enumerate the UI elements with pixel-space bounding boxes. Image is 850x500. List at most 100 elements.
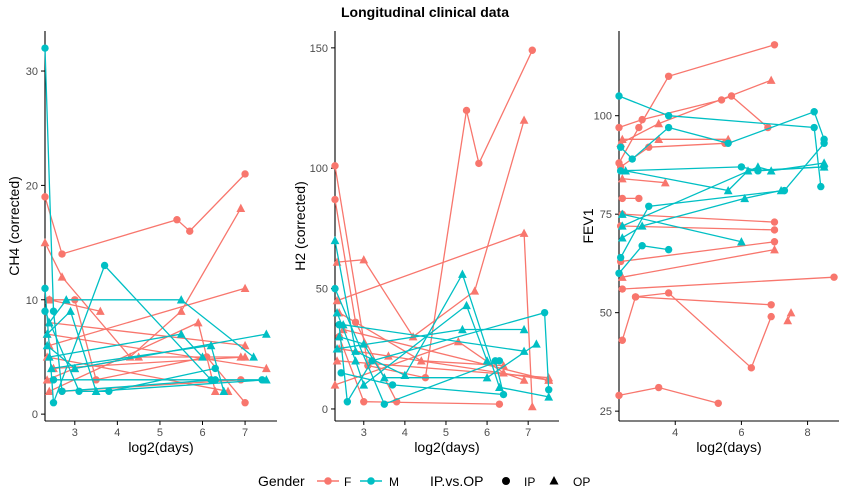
- data-point-ip: [105, 387, 113, 395]
- data-point-op: [637, 221, 647, 230]
- data-point-op: [42, 375, 52, 384]
- data-point-ip: [58, 387, 66, 395]
- data-point-op: [783, 315, 793, 325]
- data-point-ip: [635, 123, 643, 132]
- series-line-f: [622, 276, 835, 290]
- data-point-ip: [337, 369, 345, 377]
- data-point-op: [617, 272, 627, 281]
- series-line-m: [618, 95, 822, 187]
- y-axis-title: CH4 (corrected): [6, 176, 22, 276]
- data-point-op: [57, 272, 67, 281]
- x-tick-label: 3: [72, 427, 78, 439]
- data-point-ip: [664, 245, 673, 254]
- data-point-ip: [820, 139, 828, 147]
- series-line-f: [334, 340, 525, 386]
- data-point-ip: [615, 391, 623, 400]
- data-point-op: [240, 340, 250, 350]
- data-point-op: [723, 185, 733, 195]
- data-point-op: [458, 324, 467, 334]
- data-point-ip: [360, 398, 368, 406]
- legend: Gender F M IP.vs.OP IP OP: [258, 473, 590, 489]
- data-point-op: [737, 237, 746, 246]
- data-point-ip: [616, 143, 625, 151]
- legend-f-label: F: [344, 475, 351, 489]
- series-line-f: [621, 292, 772, 369]
- data-point-ip: [664, 111, 673, 120]
- data-point-ip: [615, 92, 623, 100]
- series-line-f: [618, 44, 775, 164]
- x-tick-label: 5: [443, 427, 449, 439]
- data-point-op: [617, 221, 627, 230]
- legend-m-label: M: [389, 475, 399, 489]
- y-tick-label: 100: [310, 163, 328, 175]
- data-point-op: [40, 237, 50, 247]
- legend-op-label: OP: [573, 475, 590, 489]
- data-point-ip: [628, 155, 636, 163]
- data-point-op: [330, 380, 340, 389]
- data-point-op: [193, 318, 203, 327]
- y-tick-label: 10: [26, 295, 38, 307]
- legend-f-marker: [324, 477, 332, 485]
- data-point-op: [519, 375, 529, 384]
- y-tick-label: 50: [600, 308, 612, 320]
- data-point-ip: [545, 386, 553, 394]
- series-line-m: [622, 213, 742, 243]
- data-point-ip: [75, 387, 83, 395]
- legend-ip-marker: [502, 477, 510, 485]
- data-point-op: [240, 283, 250, 293]
- data-point-op: [621, 166, 630, 175]
- x-axis-title: log2(days): [128, 439, 193, 455]
- series-line-m: [618, 245, 669, 274]
- data-point-op: [499, 368, 508, 377]
- data-point-op: [766, 166, 776, 175]
- chart-title: Longitudinal clinical data: [341, 4, 509, 20]
- data-point-ip: [343, 398, 352, 406]
- data-point-ip: [186, 227, 194, 235]
- data-point-op: [47, 363, 56, 373]
- y-tick-label: 50: [316, 284, 328, 296]
- data-point-op: [766, 75, 776, 84]
- data-point-ip: [737, 163, 746, 171]
- panel-2: 3 4 5 6 7 0 50 100 150 log2(days) H2 (corrected): [292, 31, 559, 455]
- data-point-ip: [49, 376, 58, 384]
- data-point-op: [351, 346, 360, 355]
- data-point-op: [240, 352, 250, 361]
- data-point-op: [249, 352, 258, 361]
- data-point-op: [819, 162, 829, 171]
- series-line-m: [621, 189, 782, 239]
- data-point-op: [338, 320, 348, 329]
- x-tick-label: 4: [672, 427, 678, 439]
- data-point-op: [261, 363, 271, 373]
- series-line-f: [620, 225, 775, 231]
- series-line-m: [622, 162, 825, 227]
- data-point-op: [66, 306, 75, 315]
- series-line-f: [622, 248, 775, 278]
- data-point-op: [44, 386, 54, 395]
- series-line-f: [44, 207, 242, 358]
- series-line-m: [620, 142, 825, 258]
- data-point-ip: [380, 400, 389, 408]
- data-point-op: [176, 295, 186, 304]
- data-point-op: [470, 286, 480, 295]
- data-point-ip: [830, 273, 838, 281]
- x-tick-label: 3: [361, 427, 367, 439]
- data-point-ip: [618, 194, 627, 203]
- data-point-op: [359, 380, 369, 389]
- data-point-op: [44, 318, 54, 327]
- series-line-f: [618, 386, 719, 404]
- legend-gender-title: Gender: [258, 473, 305, 489]
- data-point-op: [176, 329, 186, 338]
- x-tick-label: 7: [242, 427, 248, 439]
- data-point-ip: [724, 139, 732, 147]
- data-point-op: [617, 134, 627, 144]
- x-tick-label: 5: [157, 427, 163, 439]
- data-point-op: [519, 324, 529, 334]
- data-point-op: [462, 300, 471, 310]
- data-point-op: [95, 306, 105, 315]
- data-point-op: [261, 329, 271, 338]
- data-point-ip: [714, 399, 722, 407]
- data-point-op: [519, 115, 529, 124]
- data-point-ip: [631, 293, 640, 301]
- data-point-ip: [49, 399, 58, 407]
